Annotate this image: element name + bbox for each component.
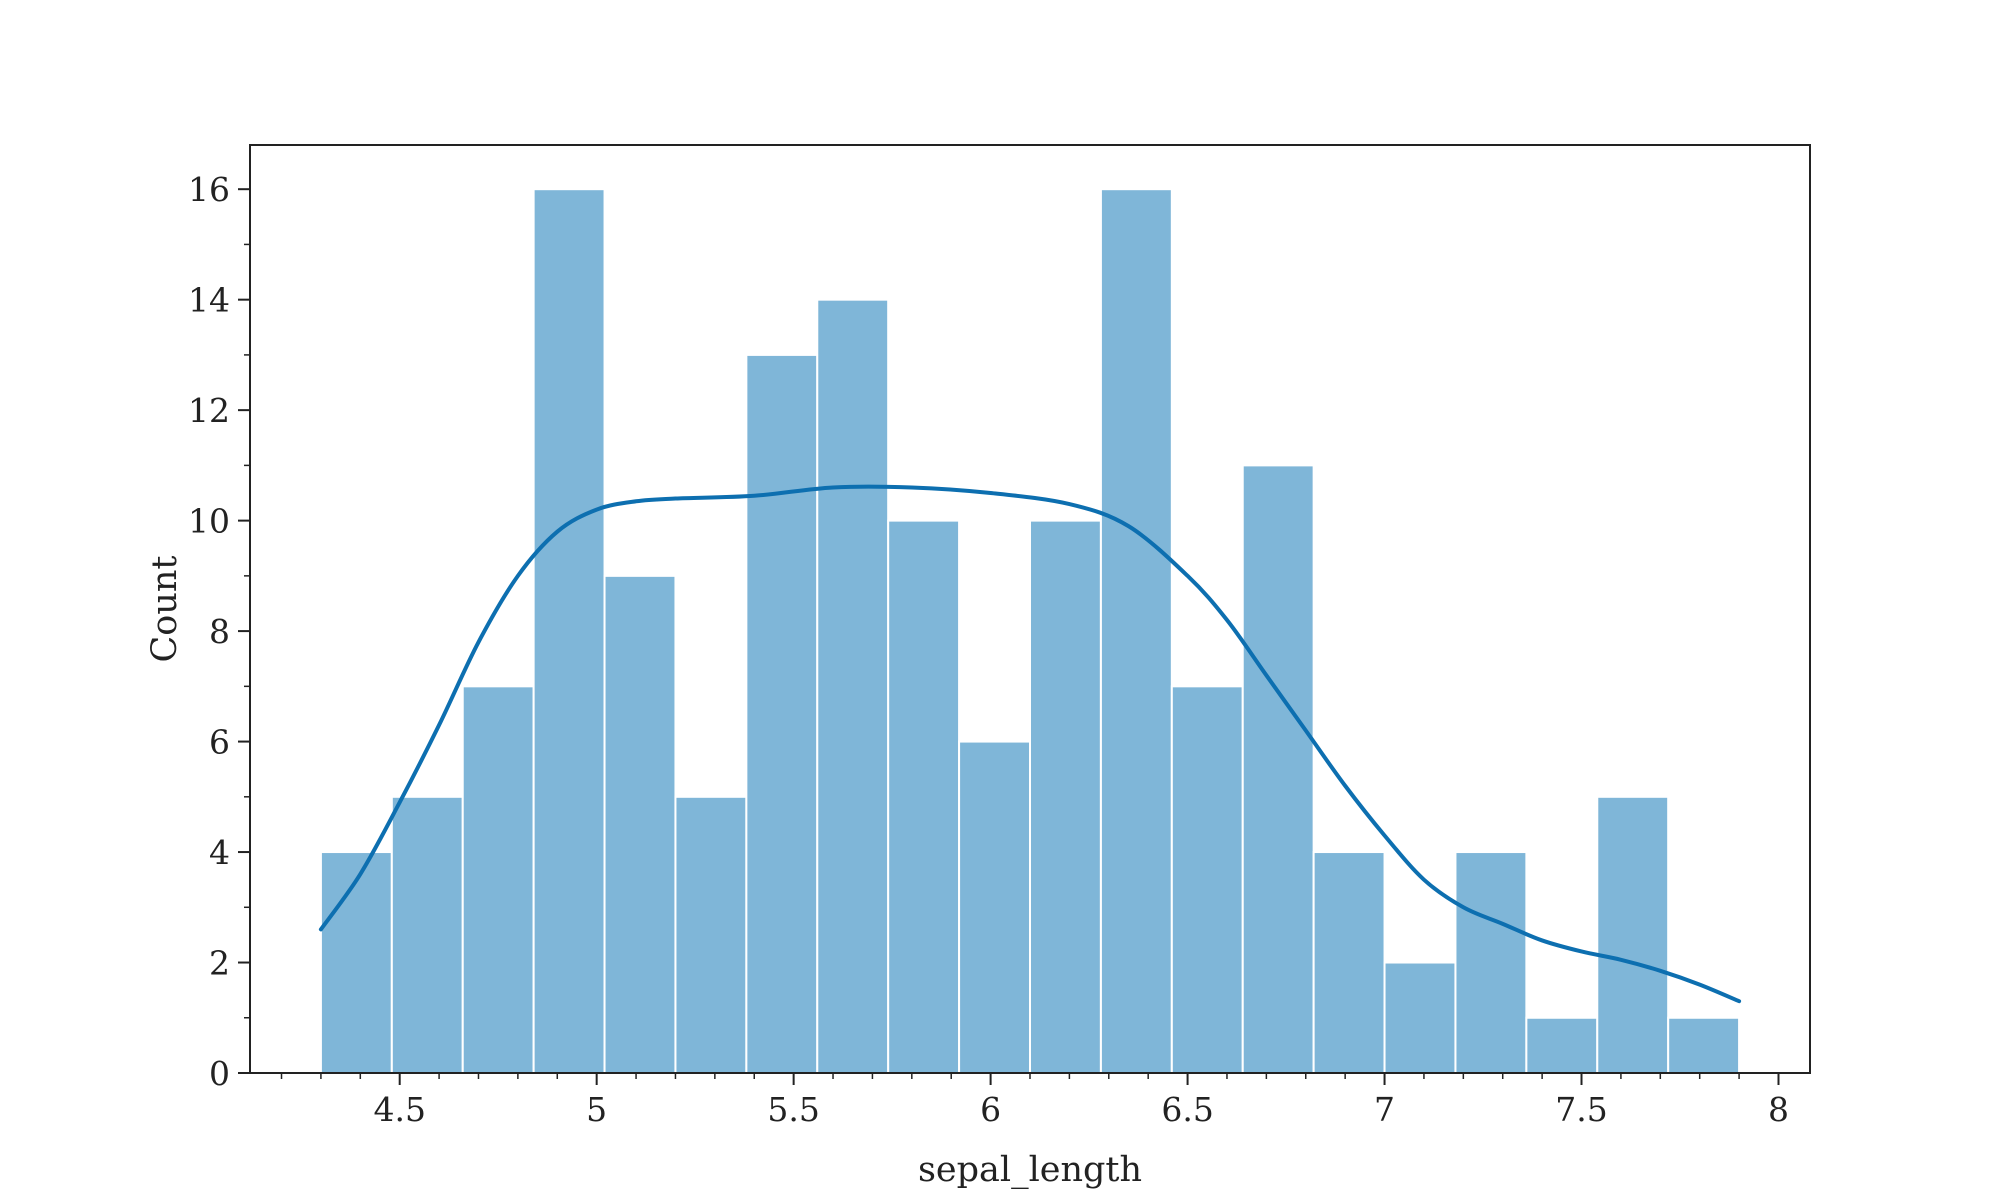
x-axis: 4.5 5 5.5 6 6.5 7 7.5 8 <box>280 1073 1789 1129</box>
histogram-bar <box>958 740 1031 1074</box>
y-tick-label: 10 <box>188 502 230 541</box>
histogram-bar <box>1170 685 1244 1074</box>
histogram-bar <box>816 298 890 1074</box>
kde-layer <box>318 484 1742 1004</box>
histogram-bar <box>1596 795 1670 1074</box>
y-tick-label: 4 <box>209 833 230 872</box>
kde-curve <box>318 484 1742 1004</box>
histogram-bar <box>532 188 606 1074</box>
x-tick-label: 5.5 <box>767 1090 819 1129</box>
y-tick-label: 16 <box>188 170 230 209</box>
histogram-bar <box>1454 851 1528 1074</box>
x-tick-label: 6 <box>980 1090 1001 1129</box>
histogram-bar <box>1667 1016 1741 1074</box>
histogram-bar <box>461 685 535 1074</box>
x-axis-title: sepal_length <box>918 1150 1142 1190</box>
y-tick-label: 2 <box>209 944 230 983</box>
histogram-bar <box>1525 1016 1599 1074</box>
histogram-bar <box>390 795 464 1074</box>
histogram-bar <box>1099 188 1173 1074</box>
y-tick-label: 8 <box>209 612 230 651</box>
histogram-bar <box>319 851 393 1074</box>
y-tick-label: 0 <box>209 1054 230 1093</box>
x-tick-label: 4.5 <box>373 1090 425 1129</box>
y-axis: 0 2 4 6 8 10 12 14 16 <box>188 170 250 1093</box>
x-tick-label: 5 <box>586 1090 607 1129</box>
x-tick-label: 7.5 <box>1555 1090 1607 1129</box>
bars-layer <box>319 188 1741 1074</box>
x-tick-label: 7 <box>1374 1090 1395 1129</box>
histogram-bar <box>1312 851 1386 1074</box>
histogram-bar <box>887 519 961 1074</box>
y-tick-label: 14 <box>188 281 230 320</box>
y-axis-title: Count <box>145 556 185 663</box>
histogram-bar <box>1383 961 1457 1074</box>
x-tick-label: 6.5 <box>1161 1090 1213 1129</box>
histogram-bar <box>1241 464 1315 1074</box>
y-tick-label: 12 <box>188 391 230 430</box>
x-tick-label: 8 <box>1768 1090 1789 1129</box>
y-tick-label: 6 <box>209 723 230 762</box>
histogram-bar <box>603 574 677 1074</box>
histogram-bar <box>745 353 819 1074</box>
histogram-bar <box>1029 519 1102 1074</box>
histogram-bar <box>674 795 748 1074</box>
